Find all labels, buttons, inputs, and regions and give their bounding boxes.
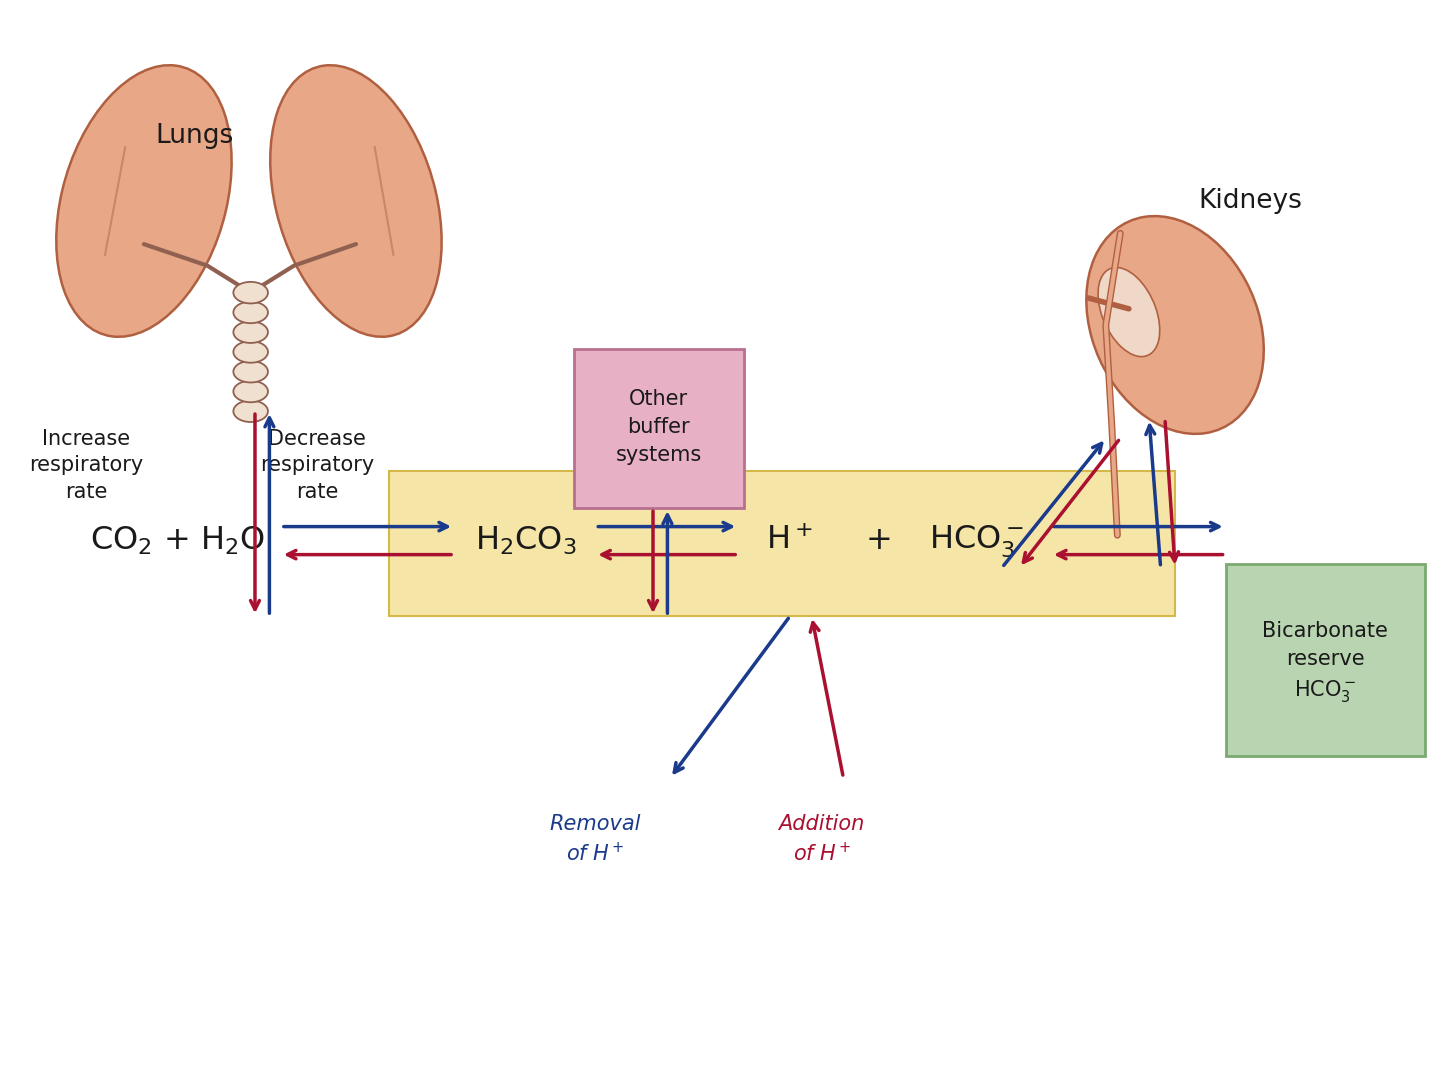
Ellipse shape: [1098, 268, 1160, 357]
Ellipse shape: [233, 361, 268, 382]
Text: Kidneys: Kidneys: [1198, 188, 1302, 214]
Ellipse shape: [271, 66, 441, 336]
Ellipse shape: [57, 66, 232, 336]
Text: CO$_2$ + H$_2$O: CO$_2$ + H$_2$O: [90, 524, 265, 557]
Text: Increase
respiratory
rate: Increase respiratory rate: [29, 429, 143, 501]
FancyBboxPatch shape: [574, 348, 744, 508]
Text: Other
buffer
systems: Other buffer systems: [616, 390, 702, 465]
Ellipse shape: [1086, 216, 1264, 434]
Text: Removal
of H$^+$: Removal of H$^+$: [549, 814, 641, 865]
FancyBboxPatch shape: [389, 471, 1175, 616]
Text: H$^+$: H$^+$: [766, 525, 814, 556]
Text: Addition
of H$^+$: Addition of H$^+$: [779, 814, 865, 865]
Text: H$_2$CO$_3$: H$_2$CO$_3$: [475, 524, 577, 557]
Ellipse shape: [233, 381, 268, 402]
Text: Lungs: Lungs: [156, 123, 233, 150]
Ellipse shape: [233, 321, 268, 343]
Ellipse shape: [233, 282, 268, 304]
Ellipse shape: [233, 341, 268, 363]
Text: Decrease
respiratory
rate: Decrease respiratory rate: [259, 429, 374, 501]
FancyBboxPatch shape: [1226, 565, 1424, 757]
Text: Bicarbonate
reserve
HCO$_3^-$: Bicarbonate reserve HCO$_3^-$: [1262, 621, 1388, 704]
Ellipse shape: [233, 401, 268, 422]
Text: HCO$_3^-$: HCO$_3^-$: [929, 523, 1024, 559]
Text: +: +: [866, 525, 893, 556]
Ellipse shape: [233, 301, 268, 323]
